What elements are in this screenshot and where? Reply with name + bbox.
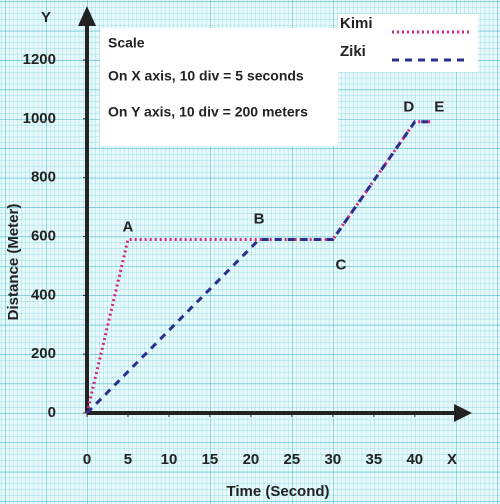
scale-box-bg bbox=[100, 28, 338, 146]
y-axis-arrow bbox=[78, 6, 96, 26]
legend-label: Ziki bbox=[340, 43, 366, 60]
legend-bg bbox=[338, 14, 478, 72]
point-label: A bbox=[123, 218, 134, 235]
series-line bbox=[85, 120, 432, 415]
x-axis-arrow bbox=[454, 404, 472, 422]
scale-box: Scale On X axis, 10 div = 5 seconds On Y… bbox=[100, 28, 338, 146]
y-axis-title: Distance (Meter) bbox=[5, 204, 22, 321]
point-label: D bbox=[403, 99, 414, 116]
y-tick-label: 1000 bbox=[23, 110, 56, 127]
y-tick-label: 800 bbox=[31, 169, 56, 186]
x-tick-label: 15 bbox=[202, 451, 219, 468]
x-tick-label: 35 bbox=[366, 451, 383, 468]
x-tick-label: 0 bbox=[83, 451, 91, 468]
y-tick-label: 1200 bbox=[23, 51, 56, 68]
x-tick-label: 10 bbox=[161, 451, 178, 468]
x-tick-label: 40 bbox=[406, 451, 423, 468]
scale-x: On X axis, 10 div = 5 seconds bbox=[108, 68, 304, 84]
x-tick-label: 20 bbox=[243, 451, 260, 468]
x-tick-label: 25 bbox=[284, 451, 301, 468]
point-label: E bbox=[434, 99, 444, 116]
point-label: B bbox=[254, 210, 265, 227]
x-tick-label: 30 bbox=[325, 451, 342, 468]
legend-label: Kimi bbox=[340, 15, 373, 32]
y-tick-label: 0 bbox=[48, 404, 56, 421]
scale-title: Scale bbox=[108, 35, 145, 51]
x-axis-name: X bbox=[447, 451, 457, 468]
x-axis-title: Time (Second) bbox=[226, 483, 329, 500]
y-tick-label: 200 bbox=[31, 345, 56, 362]
y-tick-label: 400 bbox=[31, 286, 56, 303]
point-label: C bbox=[335, 256, 346, 273]
x-tick-label: 5 bbox=[124, 451, 132, 468]
y-axis-name: Y bbox=[41, 9, 51, 26]
scale-y: On Y axis, 10 div = 200 meters bbox=[108, 104, 308, 120]
y-tick-label: 600 bbox=[31, 227, 56, 244]
